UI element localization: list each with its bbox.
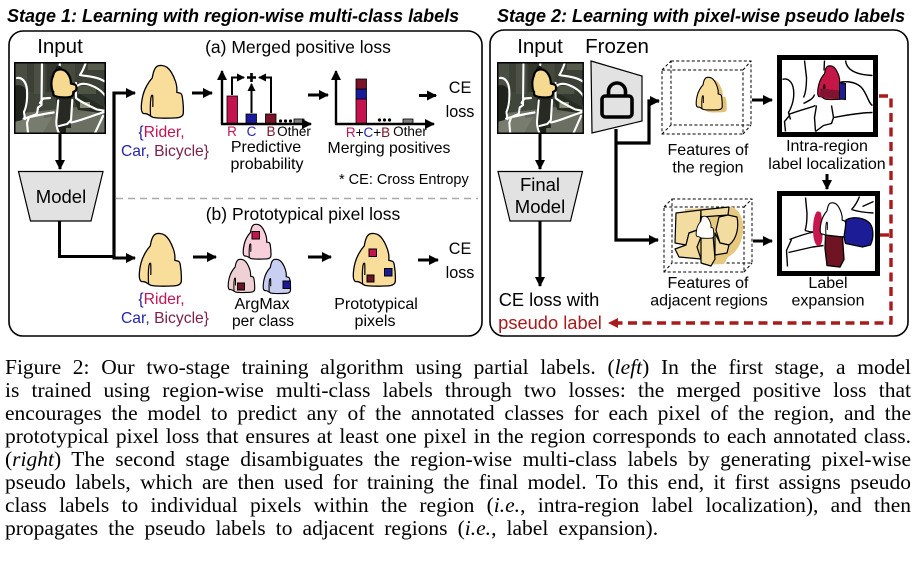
svg-text:pseudo label: pseudo label [498, 312, 602, 333]
svg-text:ArgMax: ArgMax [234, 296, 289, 313]
svg-text:Final: Final [520, 174, 560, 195]
svg-text:Features of: Features of [668, 142, 749, 159]
svg-text:CE loss with: CE loss with [499, 289, 600, 310]
svg-text:Stage 1: Learning with region-: Stage 1: Learning with region-wise multi… [7, 6, 459, 26]
svg-text:loss: loss [446, 103, 475, 121]
svg-text:Input: Input [37, 35, 83, 58]
svg-text:Intra-region: Intra-region [786, 138, 868, 155]
svg-text:* CE: Cross Entropy: * CE: Cross Entropy [339, 172, 469, 188]
svg-text:R+C+B: R+C+B [346, 125, 390, 140]
svg-text:Label: Label [808, 275, 847, 292]
svg-text:{Rider,: {Rider, [138, 124, 184, 141]
svg-text:B: B [266, 124, 275, 139]
svg-text:Other: Other [277, 124, 311, 139]
svg-text:Stage 2: Learning with pixel-w: Stage 2: Learning with pixel-wise pseudo… [497, 6, 905, 26]
svg-text:per class: per class [232, 313, 294, 330]
svg-text:Predictive: Predictive [231, 139, 301, 156]
svg-text:adjacent regions: adjacent regions [650, 293, 767, 310]
svg-text:Frozen: Frozen [585, 35, 649, 58]
svg-text:CE: CE [449, 79, 472, 97]
svg-text:Car, Bicycle}: Car, Bicycle} [121, 310, 209, 327]
svg-text:Other: Other [393, 124, 427, 139]
svg-text:label localization: label localization [768, 156, 885, 173]
svg-text:Input: Input [517, 35, 563, 58]
svg-text:Merging positives: Merging positives [328, 140, 451, 157]
svg-text:Prototypical: Prototypical [334, 296, 418, 313]
svg-text:C: C [247, 124, 257, 139]
svg-text:expansion: expansion [792, 293, 865, 310]
svg-text:(a) Merged positive loss: (a) Merged positive loss [205, 37, 391, 57]
svg-text:Features of: Features of [668, 275, 749, 292]
svg-text:probability: probability [231, 156, 304, 173]
svg-text:the region: the region [672, 160, 743, 177]
svg-text:Model: Model [36, 186, 86, 207]
svg-text:R: R [227, 124, 237, 139]
svg-text:loss: loss [446, 264, 475, 282]
svg-text:Model: Model [515, 196, 565, 217]
svg-text:{Rider,: {Rider, [138, 291, 184, 308]
svg-text:pixels: pixels [355, 313, 396, 330]
svg-text:(b) Prototypical pixel loss: (b) Prototypical pixel loss [206, 204, 401, 224]
svg-text:Car, Bicycle}: Car, Bicycle} [121, 143, 209, 160]
svg-text:CE: CE [449, 240, 472, 258]
